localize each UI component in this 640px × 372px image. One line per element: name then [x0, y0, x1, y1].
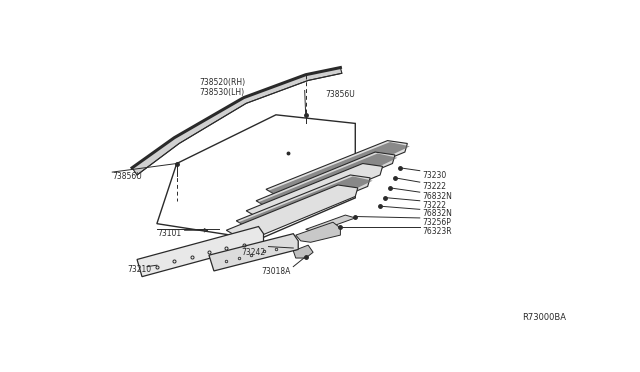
Polygon shape — [209, 234, 298, 271]
Polygon shape — [246, 164, 383, 222]
Polygon shape — [137, 227, 264, 277]
Text: 73242: 73242 — [241, 248, 266, 257]
Text: 73101: 73101 — [157, 230, 181, 238]
Polygon shape — [256, 152, 395, 212]
Text: 76832N: 76832N — [422, 209, 452, 218]
Polygon shape — [296, 222, 340, 242]
Polygon shape — [227, 185, 358, 242]
Text: 73222: 73222 — [422, 201, 446, 210]
Text: R73000BA: R73000BA — [522, 314, 566, 323]
Text: 76323R: 76323R — [422, 227, 452, 235]
Text: 73222: 73222 — [422, 182, 446, 191]
Polygon shape — [269, 142, 410, 203]
Text: 73856U: 73856U — [326, 90, 355, 99]
Text: 76832N: 76832N — [422, 192, 452, 201]
Polygon shape — [259, 154, 397, 215]
Polygon shape — [239, 176, 372, 235]
Text: 73856U: 73856U — [112, 172, 142, 181]
Polygon shape — [236, 175, 370, 232]
Text: 738520(RH)
738530(LH): 738520(RH) 738530(LH) — [199, 78, 245, 97]
Polygon shape — [293, 245, 313, 258]
Text: 73256P: 73256P — [422, 218, 451, 227]
Polygon shape — [306, 215, 355, 232]
Polygon shape — [132, 68, 342, 175]
Polygon shape — [266, 141, 408, 201]
Text: 73018A: 73018A — [261, 267, 291, 276]
Text: 73210: 73210 — [127, 265, 151, 274]
Text: 73230: 73230 — [422, 171, 447, 180]
